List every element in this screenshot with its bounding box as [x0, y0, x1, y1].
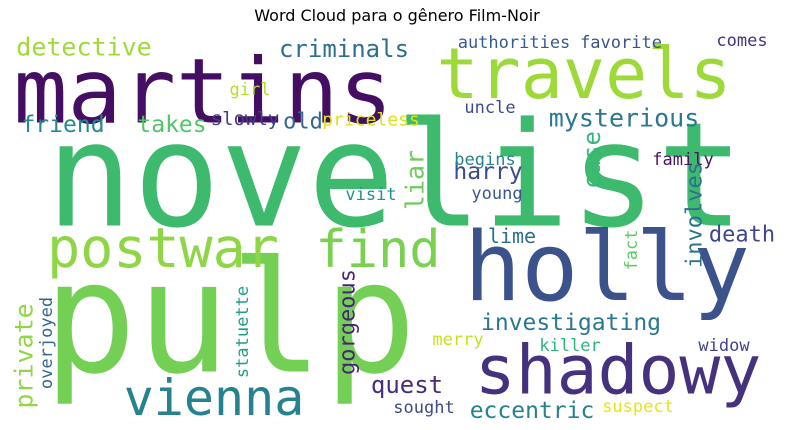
word-eccentric: eccentric [470, 398, 595, 424]
word-old: old [283, 110, 323, 135]
word-killer: killer [539, 336, 600, 356]
word-private: private [10, 303, 39, 408]
word-travels: travels [436, 33, 731, 115]
word-slowly: slowly [211, 108, 280, 130]
word-young: young [471, 184, 522, 204]
word-friend: friend [21, 112, 104, 138]
word-favorite: favorite [580, 33, 662, 53]
word-priceless: priceless [322, 110, 420, 131]
word-sought: sought [393, 398, 454, 418]
word-girl: girl [230, 80, 271, 100]
word-detective: detective [16, 33, 151, 62]
word-holly: holly [464, 213, 750, 323]
word-criminals: criminals [279, 35, 409, 63]
word-family: family [652, 150, 713, 170]
word-authorities: authorities [458, 33, 571, 53]
word-comes: comes [716, 31, 767, 51]
word-suspect: suspect [602, 397, 674, 417]
word-begins: begins [454, 150, 515, 170]
word-lime: lime [488, 224, 536, 248]
word-novelist: novelist [46, 92, 744, 261]
word-martins: martins [13, 40, 392, 145]
word-involves: involves [683, 162, 708, 268]
word-death: death [709, 223, 775, 248]
word-investigating: investigating [481, 310, 661, 336]
word-gorgeous: gorgeous [336, 269, 361, 375]
word-liar: liar [401, 150, 430, 210]
word-case: case [578, 131, 606, 189]
word-harry: harry [453, 159, 522, 185]
word-mysterious: mysterious [549, 104, 700, 133]
word-widow: widow [698, 336, 750, 356]
word-fact: fact [622, 230, 642, 271]
word-takes: takes [137, 112, 206, 138]
word-find: find [315, 220, 440, 280]
word-vienna: vienna [124, 369, 305, 427]
word-statuette: statuette [233, 286, 253, 378]
word-merry: merry [432, 330, 483, 350]
word-pulp: pulp [43, 228, 416, 409]
word-quest: quest [371, 371, 443, 399]
chart-title: Word Cloud para o gênero Film-Noir [254, 6, 540, 25]
word-uncle: uncle [464, 98, 515, 118]
word-shadowy: shadowy [475, 332, 762, 411]
word-postwar: postwar [47, 216, 279, 280]
word-overjoyed: overjoyed [37, 297, 57, 389]
word-visit: visit [345, 185, 396, 205]
